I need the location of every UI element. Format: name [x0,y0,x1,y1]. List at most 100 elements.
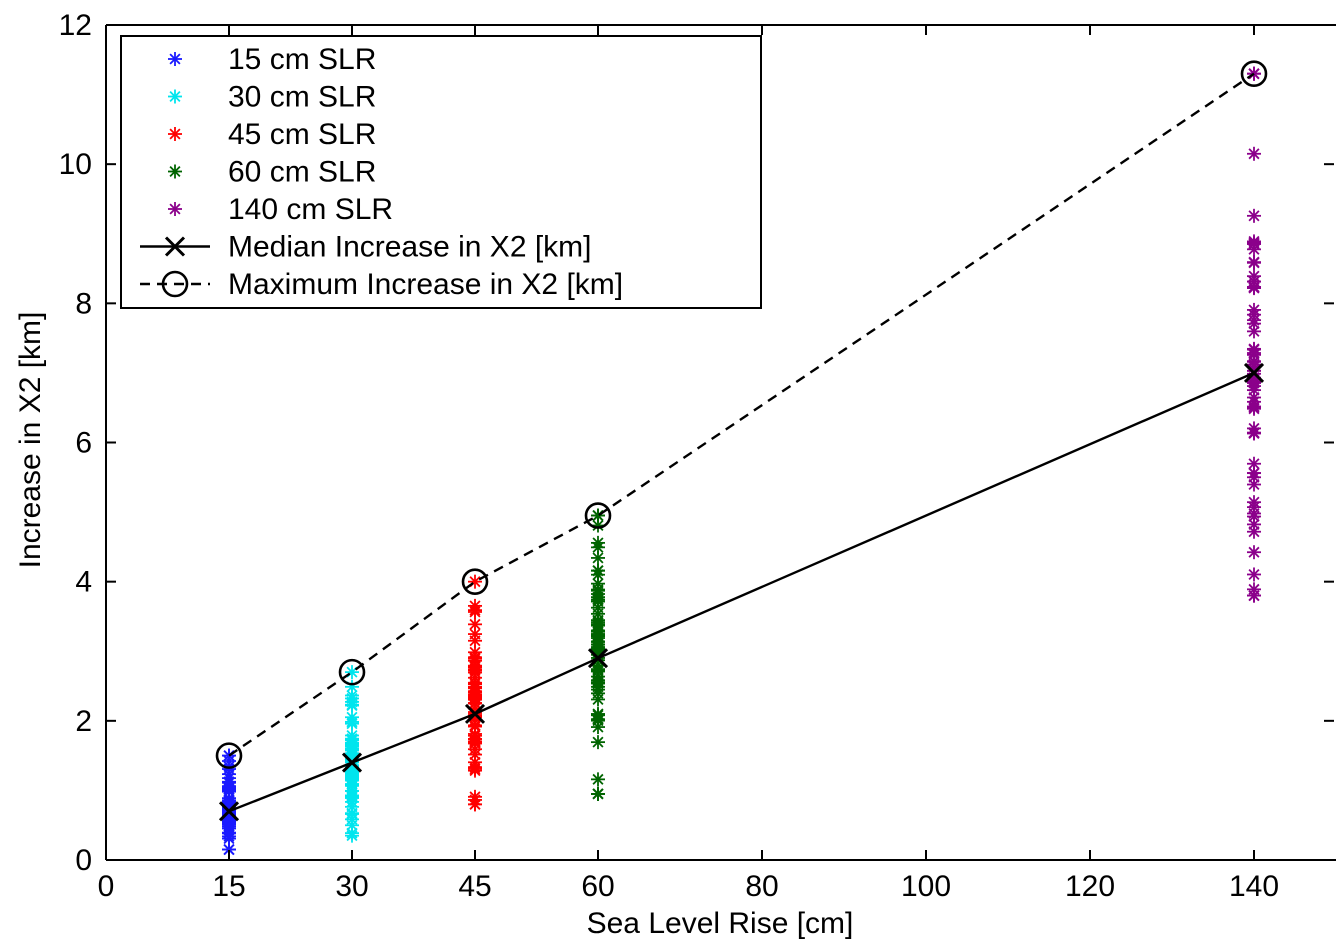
tick-labels: 0 15 30 45 60 80 100 120 140 0 2 4 6 8 10 12 [59,9,1279,903]
median-marker [1243,362,1265,383]
scatter-point [591,786,605,801]
scatter-point [591,613,605,628]
scatter-point [468,604,482,619]
scatter-point [591,712,605,727]
scatter-point [1247,500,1261,515]
scatter-point [591,583,605,598]
legend-marker [164,236,186,257]
y-tick-label: 12 [59,9,92,42]
y-tick-label: 0 [75,844,92,877]
median-marker [587,648,609,669]
scatter-point [468,670,482,685]
scatter-point [1247,545,1261,560]
scatter-point [468,617,482,632]
median-marker [464,703,486,724]
legend-label: 45 cm SLR [228,118,376,151]
scatter-point [1247,466,1261,481]
x-axis-title: Sea Level Rise [cm] [587,907,854,940]
x-tick-label: 80 [745,870,778,903]
maximum-marker [461,568,489,595]
scatter-point [468,650,482,665]
legend-label: Median Increase in X2 [km] [228,231,592,264]
scatter-point [345,714,359,729]
x-tick-label: 100 [901,870,951,903]
scatter-point [468,719,482,734]
scatter-point [591,676,605,691]
legend-marker [168,202,182,216]
legend-label: 140 cm SLR [228,193,393,226]
scatter-point [468,728,482,743]
legend-marker [168,127,182,141]
y-tick-label: 10 [59,148,92,181]
legend-box [120,35,762,309]
scatter-point [345,766,359,781]
scatter-group [345,665,359,843]
median-marker [341,752,363,773]
scatter-point [1247,517,1261,532]
y-tick-label: 4 [75,566,92,599]
legend-label: 15 cm SLR [228,43,376,76]
scatter-point [1247,456,1261,471]
legend-marker [168,52,182,66]
scatter-point [1247,146,1261,161]
scatter-group [591,508,605,801]
scatter-point [591,772,605,787]
axes [105,24,1336,861]
y-axis-title: Increase in X2 [km] [14,312,47,569]
scatter-point [468,690,482,705]
legend: 15 cm SLR 30 cm SLR 45 cm SLR 60 cm SLR 140 … [120,35,762,309]
scatter-group [222,748,236,857]
scatter-point [345,826,359,841]
y-tick-label: 8 [75,287,92,320]
scatter-point [591,735,605,750]
scatter-group [1247,66,1261,603]
scatter-point [1247,567,1261,582]
median-marker [218,801,240,822]
x-tick-label: 140 [1229,870,1279,903]
maximum-marker [584,502,612,529]
x-tick-label: 15 [212,870,245,903]
line-series [215,60,1268,822]
legend-label: 30 cm SLR [228,81,376,114]
scatter-point [1247,582,1261,597]
scatter-point [1247,401,1261,416]
scatter-point [345,739,359,754]
scatter-point [591,540,605,555]
scatter-point [1247,313,1261,328]
x-tick-label: 30 [335,870,368,903]
median-line [228,371,1255,813]
maximum-marker [1240,60,1268,88]
scatter-point [591,508,605,523]
scatter-point [468,763,482,778]
legend-marker [168,164,182,179]
x-tick-label: 60 [581,870,614,903]
x-tick-label: 120 [1065,870,1115,903]
scatter-point [1247,347,1261,362]
scatter-point [345,794,359,809]
scatter-point [1247,269,1261,284]
maximum-line [228,72,1255,757]
scatter-point [222,754,236,769]
scatter-group [468,574,482,812]
legend-marker [168,89,182,104]
scatter-point [1247,234,1261,249]
scatter-point [1247,379,1261,394]
x-tick-label: 0 [98,870,115,903]
scatter-point [468,789,482,804]
scatter-point [1247,208,1261,223]
maximum-marker [338,658,366,686]
x-tick-label: 45 [458,870,491,903]
scatter-point [345,691,359,706]
y-tick-label: 2 [75,705,92,738]
legend-label: Maximum Increase in X2 [km] [228,268,623,301]
scatter-point [1247,425,1261,440]
scatter-point [468,627,482,642]
scatter-point [591,563,605,578]
legend-marker [161,270,189,298]
scatter-point [591,592,605,607]
scatter-point [1247,477,1261,492]
scatter-point [591,623,605,638]
legend-label: 60 cm SLR [228,156,376,189]
